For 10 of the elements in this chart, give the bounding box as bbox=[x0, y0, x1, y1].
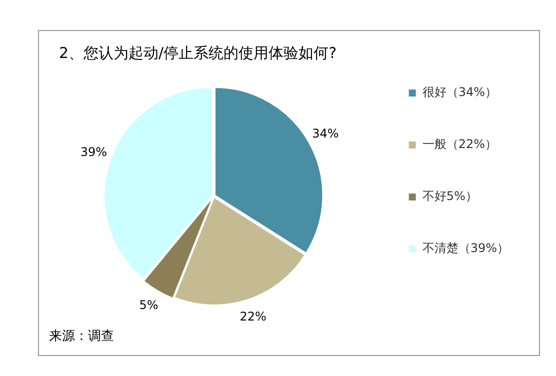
legend-label: 一般（22%） bbox=[422, 137, 497, 152]
chart-title: 2、您认为起动/停止系统的使用体验如何? bbox=[59, 44, 337, 62]
data-label: 5% bbox=[139, 298, 158, 312]
data-label: 22% bbox=[240, 309, 266, 324]
legend-label: 不清楚（39%） bbox=[422, 241, 509, 256]
data-label: 34% bbox=[312, 126, 339, 141]
legend-label: 很好（34%） bbox=[422, 85, 497, 100]
legend-label: 不好5%） bbox=[422, 189, 478, 204]
data-label: 39% bbox=[80, 144, 108, 159]
source-note: 来源：调查 bbox=[49, 328, 114, 345]
